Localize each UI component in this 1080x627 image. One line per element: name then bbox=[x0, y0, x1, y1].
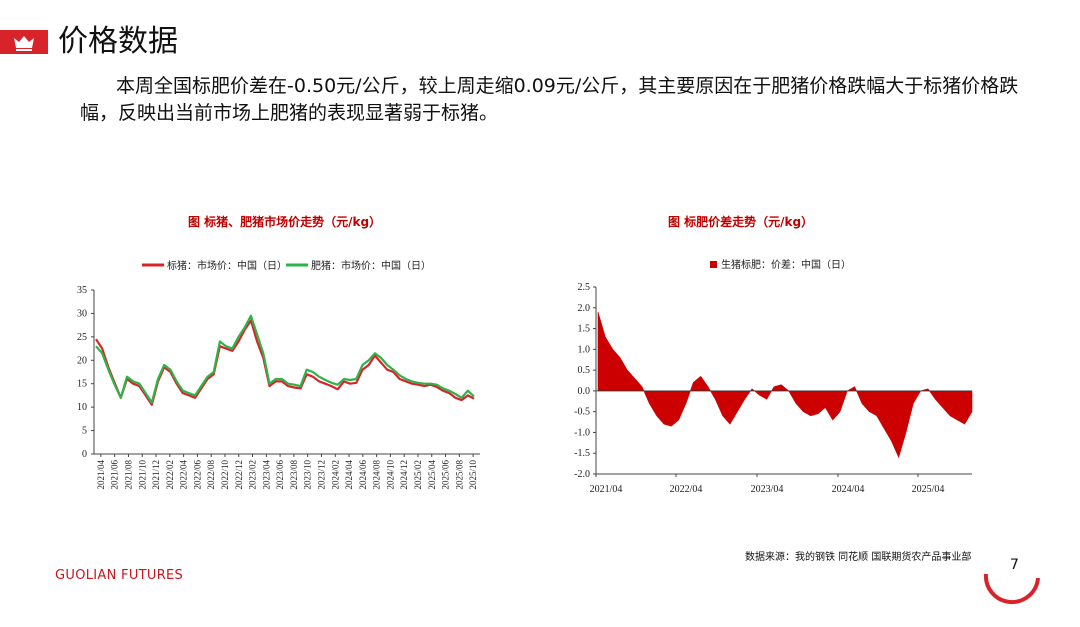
chart-1-line: 0 5 10 15 20 25 30 35 2021/04 2021/06 2021/08 2021/… bbox=[77, 259, 480, 490]
chart-1-x-tick-label: 2023/06 bbox=[275, 460, 285, 490]
chart-2-y-tick-label: -1.5 bbox=[574, 448, 590, 459]
chart-1-x-tick-label: 2025/06 bbox=[441, 460, 451, 490]
chart-1-y-tick-label: 35 bbox=[77, 285, 87, 296]
chart-1-x-tick-label: 2024/10 bbox=[385, 460, 395, 490]
chart-2-y-tick-label: 1.5 bbox=[578, 324, 591, 335]
chart-1-x-tick-label: 2021/10 bbox=[137, 460, 147, 490]
chart-2-x-tick-label: 2023/04 bbox=[751, 484, 784, 495]
data-source: 数据来源：我的钢铁 同花顺 国联期货农产品事业部 bbox=[745, 552, 972, 563]
summary-text: 本周全国标肥价差在-0.50元/公斤，较上周走缩0.09元/公斤，其主要原因在于… bbox=[80, 75, 1019, 124]
chart-2-y-tick-label: 0.5 bbox=[578, 365, 591, 376]
chart-1-x-tick-label: 2022/06 bbox=[192, 460, 202, 490]
chart-1-x-tick-label: 2021/06 bbox=[110, 460, 120, 490]
chart-1-x-tick-label: 2022/10 bbox=[220, 460, 230, 490]
chart-2-y-tick-label: 2.5 bbox=[578, 282, 591, 293]
chart-1-y-tick-label: 30 bbox=[77, 308, 87, 319]
header-accent-bar bbox=[0, 30, 48, 54]
chart-1-x-tick-label: 2022/12 bbox=[234, 460, 244, 490]
chart-1-x-tick-label: 2025/08 bbox=[454, 460, 464, 490]
crown-icon bbox=[14, 36, 34, 51]
brand-logo-text: GUOLIAN FUTURES bbox=[55, 568, 184, 583]
chart-1-x-tick-label: 2024/04 bbox=[344, 460, 354, 490]
chart-1-y-tick-label: 5 bbox=[82, 426, 87, 437]
chart-1-y-tick-label: 10 bbox=[77, 402, 87, 413]
chart-1-legend-label: 标猪：市场价：中国（日） bbox=[167, 259, 287, 272]
chart-2-y-tick-label: -0.5 bbox=[574, 407, 590, 418]
chart-1-x-tick-label: 2022/04 bbox=[179, 460, 189, 490]
chart-1-x-tick-label: 2021/08 bbox=[123, 460, 133, 490]
chart-1-y-tick-label: 25 bbox=[77, 332, 87, 343]
chart-1-y-tick-label: 20 bbox=[77, 355, 87, 366]
chart-1-x-tick-label: 2023/04 bbox=[261, 460, 271, 490]
chart-2-legend-swatch bbox=[710, 261, 717, 268]
chart-2-y-tick-label: 1.0 bbox=[578, 344, 591, 355]
chart-1-x-tick-label: 2021/04 bbox=[96, 460, 106, 490]
chart-1-title: 图 标猪、肥猪市场价走势（元/kg） bbox=[188, 215, 382, 229]
chart-2-x-tick-label: 2025/04 bbox=[912, 484, 945, 495]
chart-2-legend-label: 生猪标肥：价差：中国（日） bbox=[721, 258, 851, 271]
chart-2-series-area bbox=[597, 311, 973, 459]
chart-1-x-tick-label: 2025/10 bbox=[468, 460, 478, 490]
chart-1-x-tick-label: 2024/08 bbox=[372, 460, 382, 490]
page-arc-icon bbox=[983, 573, 1040, 604]
chart-2-x-tick-label: 2022/04 bbox=[670, 484, 703, 495]
chart-1-series-line bbox=[95, 314, 475, 404]
chart-2-y-tick-label: 0.0 bbox=[578, 386, 591, 397]
page-title: 价格数据 bbox=[58, 24, 178, 59]
chart-1-x-tick-label: 2025/02 bbox=[413, 460, 423, 490]
chart-1-x-tick-label: 2024/02 bbox=[330, 460, 340, 490]
chart-1-x-tick-label: 2022/02 bbox=[165, 460, 175, 490]
chart-1-x-tick-label: 2023/10 bbox=[303, 460, 313, 490]
chart-1-legend-label: 肥猪：市场价：中国（日） bbox=[311, 259, 431, 272]
chart-1-x-tick-label: 2023/08 bbox=[289, 460, 299, 490]
chart-1-x-tick-label: 2023/02 bbox=[248, 460, 258, 490]
chart-1-y-tick-label: 15 bbox=[77, 379, 87, 390]
chart-2-title: 图 标肥价差走势（元/kg） bbox=[668, 215, 814, 229]
chart-1-x-tick-label: 2024/12 bbox=[399, 460, 409, 490]
chart-2-y-tick-label: 2.0 bbox=[578, 303, 591, 314]
chart-1-x-tick-label: 2021/12 bbox=[151, 460, 161, 490]
chart-1-x-tick-label: 2022/08 bbox=[206, 460, 216, 490]
chart-1-x-tick-label: 2024/06 bbox=[358, 460, 368, 490]
chart-2-x-tick-label: 2024/04 bbox=[832, 484, 865, 495]
chart-2-area: -2.0 -1.5 -1.0 -0.5 0.0 0.5 1.0 1.5 2.0 2.5 2021/0… bbox=[574, 258, 973, 495]
chart-1-x-tick-label: 2023/12 bbox=[316, 460, 326, 490]
chart-1-series-line bbox=[95, 319, 475, 406]
chart-2-y-tick-label: -2.0 bbox=[574, 469, 590, 480]
chart-2-y-tick-label: -1.0 bbox=[574, 427, 590, 438]
page-number: 7 bbox=[1010, 557, 1019, 573]
chart-2-x-tick-label: 2021/04 bbox=[590, 484, 623, 495]
chart-1-x-tick-label: 2025/04 bbox=[427, 460, 437, 490]
chart-1-y-tick-label: 0 bbox=[82, 449, 87, 460]
